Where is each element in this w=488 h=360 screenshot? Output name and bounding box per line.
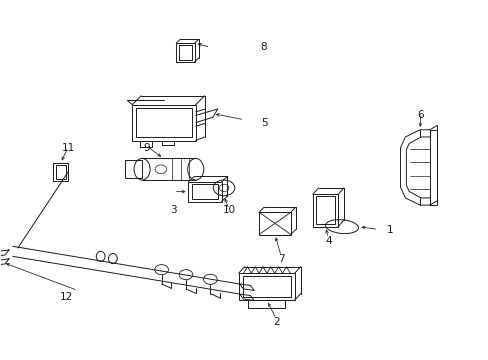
Text: 4: 4 xyxy=(325,236,331,246)
Text: 9: 9 xyxy=(143,143,150,153)
Bar xyxy=(315,197,334,225)
Bar xyxy=(53,163,68,181)
Bar xyxy=(259,212,290,234)
Bar xyxy=(188,182,221,202)
Bar xyxy=(248,300,285,308)
Bar xyxy=(242,276,290,297)
Text: 8: 8 xyxy=(260,42,267,52)
Bar xyxy=(132,105,195,140)
Text: 11: 11 xyxy=(61,143,75,153)
Bar xyxy=(178,45,192,59)
Text: 1: 1 xyxy=(386,225,392,235)
Text: 12: 12 xyxy=(60,292,73,302)
Text: 6: 6 xyxy=(417,111,424,121)
Bar xyxy=(312,194,337,226)
Text: 7: 7 xyxy=(277,254,284,264)
Bar xyxy=(125,160,142,178)
Text: 3: 3 xyxy=(170,206,177,216)
Text: 5: 5 xyxy=(260,118,267,128)
Text: 2: 2 xyxy=(272,317,279,327)
Bar xyxy=(429,130,436,205)
Bar xyxy=(56,165,65,179)
Bar xyxy=(136,108,191,137)
Text: 10: 10 xyxy=(222,206,235,216)
Bar xyxy=(191,184,218,199)
Bar xyxy=(176,43,194,62)
Bar xyxy=(238,273,294,300)
